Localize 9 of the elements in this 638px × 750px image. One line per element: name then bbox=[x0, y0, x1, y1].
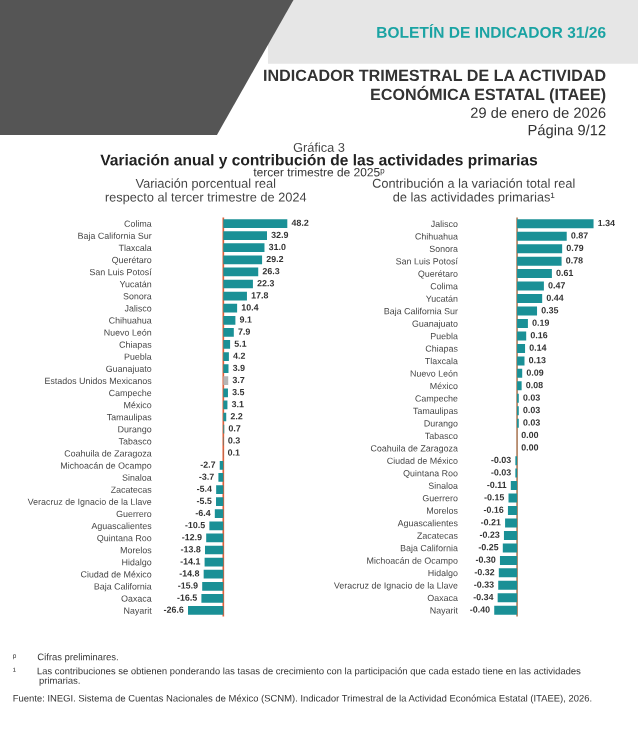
bar bbox=[204, 545, 224, 555]
bar bbox=[223, 279, 253, 289]
bar bbox=[223, 267, 259, 277]
bar bbox=[223, 291, 247, 301]
bar bbox=[206, 533, 224, 543]
text: INDICADOR TRIMESTRAL DE LA ACTIVIDAD ECONÓMICA ESTATAL (ITAEE) bbox=[264, 69, 606, 104]
bar bbox=[494, 605, 518, 615]
bar bbox=[223, 376, 229, 386]
bar bbox=[517, 219, 594, 229]
